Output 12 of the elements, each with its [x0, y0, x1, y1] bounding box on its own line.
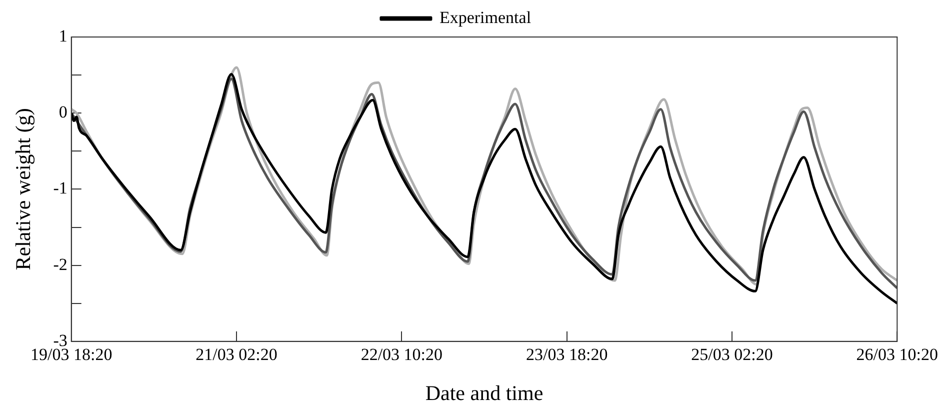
y-tick-label: -2 — [53, 254, 68, 274]
x-axis-title: Date and time — [425, 380, 544, 405]
legend-label: Experimental — [439, 8, 532, 27]
y-tick-label: 0 — [58, 102, 68, 122]
x-tick-label: 21/03 02:20 — [196, 345, 278, 364]
y-tick-label: 1 — [58, 26, 68, 46]
x-tick-label: 25/03 02:20 — [691, 345, 773, 364]
y-axis-title: Relative weight (g) — [11, 108, 36, 270]
y-tick-label: -1 — [53, 178, 68, 198]
x-tick-label: 22/03 10:20 — [360, 345, 443, 364]
x-tick-label: 26/03 10:20 — [856, 345, 938, 364]
x-tick-label: 23/03 18:20 — [526, 345, 608, 364]
